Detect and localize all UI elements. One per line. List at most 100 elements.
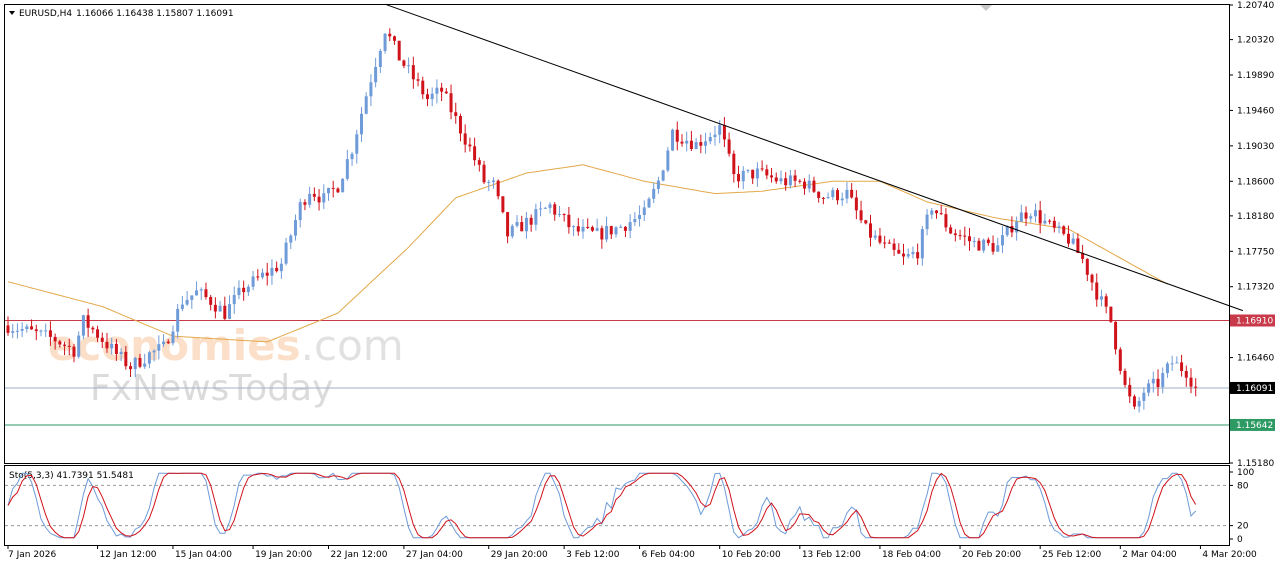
time-tick-label: 18 Feb 04:00 [882,550,941,560]
candle-body [746,169,750,171]
candle [836,188,840,205]
candle-body [609,226,613,235]
candle-body [675,129,679,142]
candle [958,229,962,240]
candle [529,214,533,232]
candle [1052,216,1056,233]
candle [727,132,731,157]
time-tick-label: 27 Jan 04:00 [406,550,463,560]
price-axis: 1.20740 1.20320 1.19890 1.19460 1.19030 1.186… [1229,1,1274,469]
candle-body [256,276,260,278]
candle-body [374,66,378,83]
candle [402,59,406,69]
candle [1057,221,1061,234]
candle-body [270,267,274,276]
candle [1128,377,1132,404]
candle-body [1000,235,1004,246]
candle-body [1189,377,1193,387]
candle [1076,233,1080,254]
candle-body [642,207,646,216]
candle [704,132,708,154]
candle-body [152,350,156,353]
candle-body [322,193,326,203]
candle [1151,371,1155,393]
candle-body [859,210,863,221]
stochastic-oscillator [5,472,1229,539]
candle [755,162,759,187]
candle-body [1147,383,1151,393]
trendline[interactable] [384,3,1244,312]
candle-body [1048,220,1052,222]
candle-body [364,96,368,114]
candle [576,218,580,236]
candle-body [237,287,241,296]
candle [1000,226,1004,253]
candle [53,333,57,350]
scroll-marker-icon[interactable] [980,5,992,11]
watermark-brand: economies [48,321,301,370]
candle [779,170,783,185]
candle-body [289,235,293,243]
stochastic-tick-label: 20 [1237,522,1249,532]
candle-body [308,193,312,205]
candle-body [704,141,708,146]
candle-body [727,139,731,154]
candle [449,84,453,120]
candle-body [1194,386,1198,388]
candle-body [430,93,434,99]
candle-body [567,214,571,228]
candle [185,291,189,306]
candle-body [845,189,849,199]
candle [515,215,519,228]
candle-body [1156,378,1160,387]
candle-body [685,140,689,144]
current-price-tag-label: 1.16091 [1236,384,1273,394]
candle [760,160,764,172]
stochastic-signal-line [7,472,1197,539]
candle [859,200,863,224]
candle [991,235,995,255]
candle-body [213,304,217,312]
candle [1118,347,1122,375]
candle [223,296,227,321]
candle [977,238,981,251]
candle-body [185,299,189,305]
candle [520,215,524,232]
candle [817,191,821,203]
candle [557,205,561,217]
candle-body [916,252,920,259]
candle-body [581,226,585,232]
candle-body [458,115,462,134]
price-tick-label: 1.20740 [1237,1,1274,11]
candle [501,196,505,214]
candle [294,214,298,241]
candle [171,325,175,346]
candle [246,284,250,297]
candle-body [20,329,24,331]
time-tick-label: 22 Jan 12:00 [330,550,387,560]
candle-body [1010,226,1014,233]
candle [157,335,161,360]
candle [39,329,43,337]
candle [572,225,576,237]
candle-body [124,351,128,367]
price-tick-label: 1.20320 [1237,36,1274,46]
candle-body [708,137,712,142]
price-tick-label: 1.18180 [1237,212,1274,222]
candle [477,157,481,172]
candle-body [91,327,95,330]
dropdown-triangle-icon[interactable] [9,11,15,15]
candle-body [336,188,340,193]
candle-body [930,210,934,215]
candle-body [265,272,269,276]
candle [869,214,873,247]
candle-body [48,330,52,337]
candle [430,87,434,107]
candle [1123,368,1127,388]
candle [1043,213,1047,226]
candle [656,176,660,194]
candle [336,187,340,194]
candle [96,325,100,342]
candle [1071,233,1075,245]
